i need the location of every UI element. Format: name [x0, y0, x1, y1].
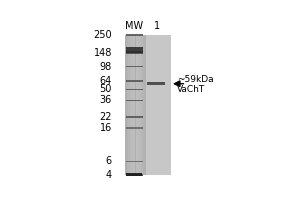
Text: 16: 16 [100, 123, 112, 133]
Bar [139, 35, 140, 175]
Bar [126, 116, 142, 118]
Bar [147, 82, 165, 85]
Text: 6: 6 [106, 156, 112, 166]
Text: 50: 50 [100, 84, 112, 94]
Bar [126, 174, 142, 176]
Bar [146, 35, 171, 175]
Bar [131, 35, 132, 175]
Bar [126, 35, 127, 175]
Bar [136, 35, 137, 175]
Text: 250: 250 [93, 30, 112, 40]
Bar [126, 34, 142, 36]
Bar [143, 35, 144, 175]
Bar [141, 35, 142, 175]
Bar [142, 35, 143, 175]
Bar [138, 35, 139, 175]
Text: 4: 4 [106, 170, 112, 180]
Bar [126, 173, 142, 176]
Text: 22: 22 [99, 112, 112, 122]
Bar [125, 35, 146, 175]
Text: 64: 64 [100, 76, 112, 86]
Text: 98: 98 [100, 62, 112, 72]
Text: 148: 148 [94, 48, 112, 58]
Bar [126, 127, 142, 129]
Bar [144, 35, 145, 175]
Bar [134, 35, 135, 175]
Bar [126, 161, 142, 162]
Bar [133, 35, 134, 175]
Bar [135, 35, 136, 175]
Bar [126, 51, 142, 54]
Bar [126, 80, 142, 82]
Bar [130, 35, 131, 175]
Text: 36: 36 [100, 95, 112, 105]
Text: VaChT: VaChT [177, 85, 205, 94]
Bar [126, 66, 142, 67]
Text: 1: 1 [154, 21, 160, 31]
Bar [126, 47, 142, 53]
Bar [137, 35, 138, 175]
Text: ~59kDa: ~59kDa [177, 75, 214, 84]
Bar [125, 35, 126, 175]
Bar [126, 89, 142, 90]
Bar [128, 35, 129, 175]
Bar [145, 35, 146, 175]
Bar [129, 35, 130, 175]
Text: MW: MW [125, 21, 143, 31]
Bar [126, 100, 142, 101]
Bar [132, 35, 133, 175]
